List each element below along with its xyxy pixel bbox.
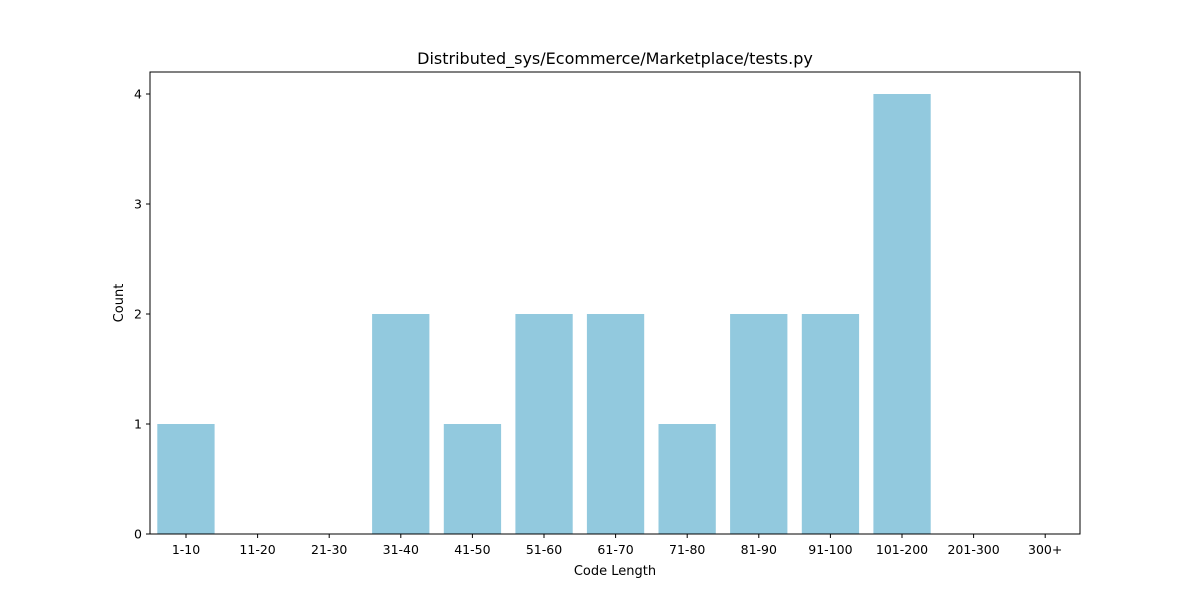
x-tick-label: 91-100 [808,542,852,557]
bar-41-50 [443,424,502,534]
bar-31-40 [372,314,430,534]
x-tick-label: 1-10 [172,542,200,557]
x-axis-ticks: 1-10 11-20 21-30 31-40 41-50 51-60 61-70 71-80 8… [172,534,1062,557]
x-tick-label: 11-20 [239,542,275,557]
y-axis-ticks: 0 1 2 3 4 [134,87,150,542]
x-axis-label: Code Length [574,564,656,579]
bar-1-10 [157,424,215,534]
chart-title: Distributed_sys/Ecommerce/Marketplace/te… [417,49,813,69]
bar-101-200 [873,94,931,534]
bar-61-70 [586,314,645,534]
plot-area-frame [149,71,1081,535]
x-tick-label: 71-80 [669,542,705,557]
y-tick-label: 4 [134,87,142,102]
bar-51-60 [515,314,573,534]
y-tick-label: 2 [134,307,142,322]
x-tick-label: 81-90 [741,542,777,557]
x-tick-label: 51-60 [526,542,562,557]
x-tick-label: 21-30 [311,542,347,557]
y-tick-label: 3 [134,197,142,212]
x-tick-label: 31-40 [383,542,419,557]
y-tick-label: 0 [134,527,142,542]
bars-group [157,94,931,534]
x-tick-label: 300+ [1028,542,1062,557]
x-tick-label: 41-50 [454,542,490,557]
bar-71-80 [658,424,716,534]
x-tick-label: 101-200 [876,542,928,557]
x-tick-label: 201-300 [947,542,999,557]
y-tick-label: 1 [134,417,142,432]
x-tick-label: 61-70 [597,542,633,557]
bar-81-90 [730,314,788,534]
bar-91-100 [801,314,860,534]
y-axis-label: Count [112,284,127,323]
